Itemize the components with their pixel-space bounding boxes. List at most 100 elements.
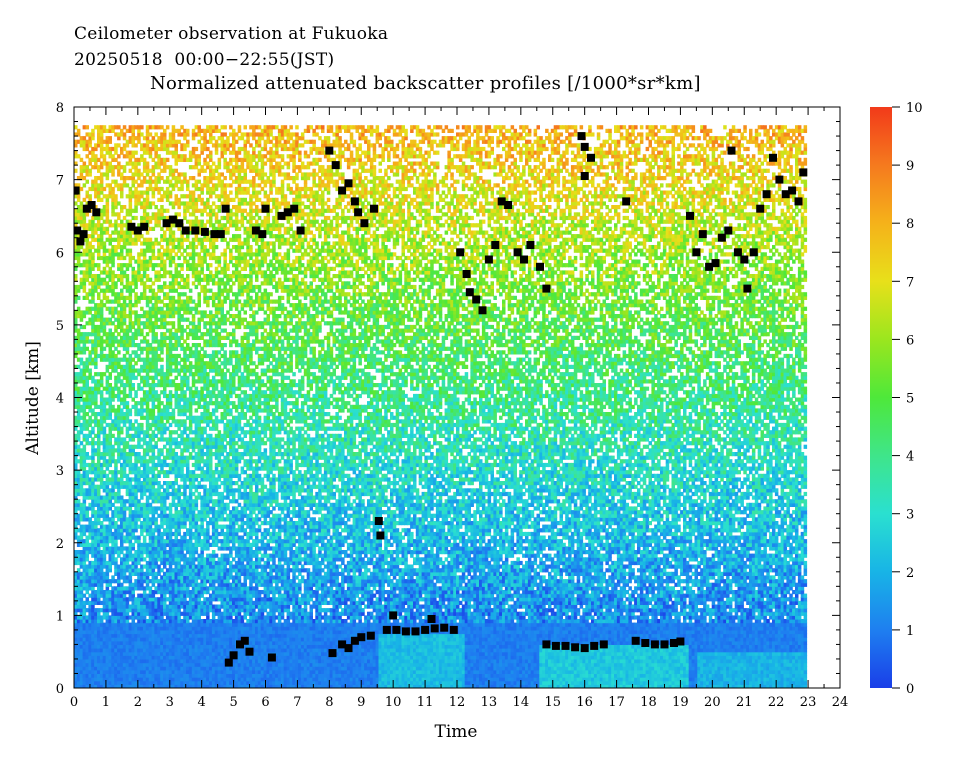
- cloud-base-marker: [743, 284, 752, 293]
- cloud-base-marker: [440, 623, 449, 632]
- cloud-base-marker: [717, 233, 726, 242]
- cloud-base-marker: [200, 227, 209, 236]
- y-tick-label: 3: [56, 464, 64, 479]
- cloud-base-marker: [484, 255, 493, 264]
- x-tick-label: 0: [70, 695, 78, 710]
- y-tick-label: 2: [56, 537, 64, 552]
- colorbar-tick-label: 4: [906, 450, 914, 465]
- cloud-base-marker: [430, 624, 439, 633]
- cloud-base-marker: [328, 649, 337, 658]
- cloud-base-marker: [724, 226, 733, 235]
- cloud-base-marker: [542, 284, 551, 293]
- x-tick-label: 6: [261, 695, 269, 710]
- cloud-base-marker: [376, 531, 385, 540]
- cloud-base-marker: [229, 651, 238, 660]
- x-tick-label: 2: [134, 695, 142, 710]
- cloud-base-marker: [577, 132, 586, 141]
- cloud-base-marker: [224, 658, 233, 667]
- x-tick-label: 15: [544, 695, 561, 710]
- cloud-base-marker: [599, 640, 608, 649]
- cloud-base-marker: [670, 639, 678, 647]
- cloud-base-marker: [389, 611, 398, 620]
- cloud-base-marker: [258, 230, 267, 239]
- cloud-base-marker: [462, 270, 471, 278]
- colorbar-tick-label: 8: [906, 217, 914, 232]
- cloud-base-marker: [491, 241, 500, 249]
- cloud-base-marker: [421, 625, 430, 634]
- cloud-base-marker: [698, 230, 707, 239]
- cloud-base-marker: [705, 262, 714, 271]
- cloud-base-marker: [650, 640, 659, 649]
- x-tick-label: 1: [102, 695, 110, 710]
- cloud-base-marker: [580, 644, 589, 653]
- cloud-base-marker: [536, 262, 544, 271]
- colorbar-tick-label: 3: [906, 508, 914, 523]
- cloud-base-marker: [456, 248, 465, 257]
- cloud-base-marker: [325, 146, 334, 155]
- cloud-base-marker: [331, 161, 340, 170]
- y-tick-label: 6: [56, 246, 64, 261]
- cloud-base-marker: [267, 653, 276, 662]
- cloud-base-marker: [526, 241, 535, 249]
- x-axis: 0 1 2 3 4 5 6 7 8 9 10 11 12 13 14 15 16 17 18 19 20 21 22 23 24: [70, 107, 848, 710]
- cloud-base-marker: [140, 222, 149, 231]
- x-tick-label: 13: [481, 695, 498, 710]
- cloud-base-marker: [571, 643, 580, 652]
- y-tick-label: 7: [56, 174, 64, 189]
- y-tick-label: 8: [56, 101, 64, 116]
- x-tick-label: 23: [800, 695, 817, 710]
- date-range: 20250518 00:00−22:55(JST): [74, 50, 334, 70]
- cloud-base-marker: [74, 226, 82, 235]
- cloud-base-markers: [74, 132, 808, 667]
- cloud-base-marker: [472, 295, 481, 304]
- cloud-base-marker: [781, 190, 790, 199]
- cloud-base-marker: [711, 259, 720, 268]
- cloud-base-marker: [733, 248, 742, 257]
- x-tick-label: 3: [166, 695, 174, 710]
- cloud-base-marker: [660, 640, 669, 649]
- cloud-base-marker: [641, 639, 650, 647]
- y-tick-label: 5: [56, 319, 64, 334]
- cloud-base-marker: [478, 306, 487, 315]
- cloud-base-marker: [561, 641, 570, 650]
- y-axis: 0 1 2 3 4 5 6 7 8: [56, 101, 840, 697]
- cloud-base-marker: [762, 190, 771, 199]
- cloud-base-marker: [676, 637, 685, 646]
- cloud-base-marker: [360, 219, 369, 228]
- x-tick-label: 12: [449, 695, 466, 710]
- cloud-base-marker: [240, 636, 249, 645]
- cloud-base-marker: [374, 517, 383, 525]
- cloud-base-marker: [344, 179, 353, 188]
- cloud-base-marker: [520, 255, 528, 264]
- cloud-base-marker: [261, 204, 270, 213]
- cloud-base-marker: [392, 625, 401, 634]
- cloud-base-marker: [504, 201, 513, 209]
- cloud-base-marker: [181, 226, 190, 235]
- cloud-base-marker: [338, 186, 347, 195]
- cloud-base-marker: [799, 168, 808, 177]
- x-tick-label: 22: [768, 695, 785, 710]
- cloud-base-marker: [749, 248, 758, 257]
- cloud-base-marker: [82, 204, 91, 213]
- cloud-base-marker: [411, 627, 420, 636]
- cloud-base-marker: [277, 211, 286, 220]
- x-tick-label: 10: [385, 695, 402, 710]
- cloud-base-marker: [769, 153, 777, 162]
- cloud-base-marker: [692, 248, 701, 257]
- cloud-base-marker: [245, 647, 254, 656]
- colorbar-tick-label: 0: [906, 682, 914, 697]
- cloud-base-marker: [788, 186, 797, 195]
- x-tick-label: 18: [640, 695, 657, 710]
- cloud-base-marker: [87, 201, 96, 209]
- cloud-base-marker: [74, 186, 80, 195]
- x-tick-label: 8: [325, 695, 333, 710]
- cloud-base-marker: [727, 146, 736, 155]
- x-tick-label: 5: [229, 695, 237, 710]
- cloud-base-marker: [366, 631, 375, 640]
- cloud-base-marker: [587, 153, 595, 162]
- cloud-base-marker: [210, 230, 219, 239]
- colorbar-tick-label: 7: [906, 275, 914, 290]
- colorbar: [870, 107, 892, 688]
- cloud-base-marker: [168, 215, 177, 224]
